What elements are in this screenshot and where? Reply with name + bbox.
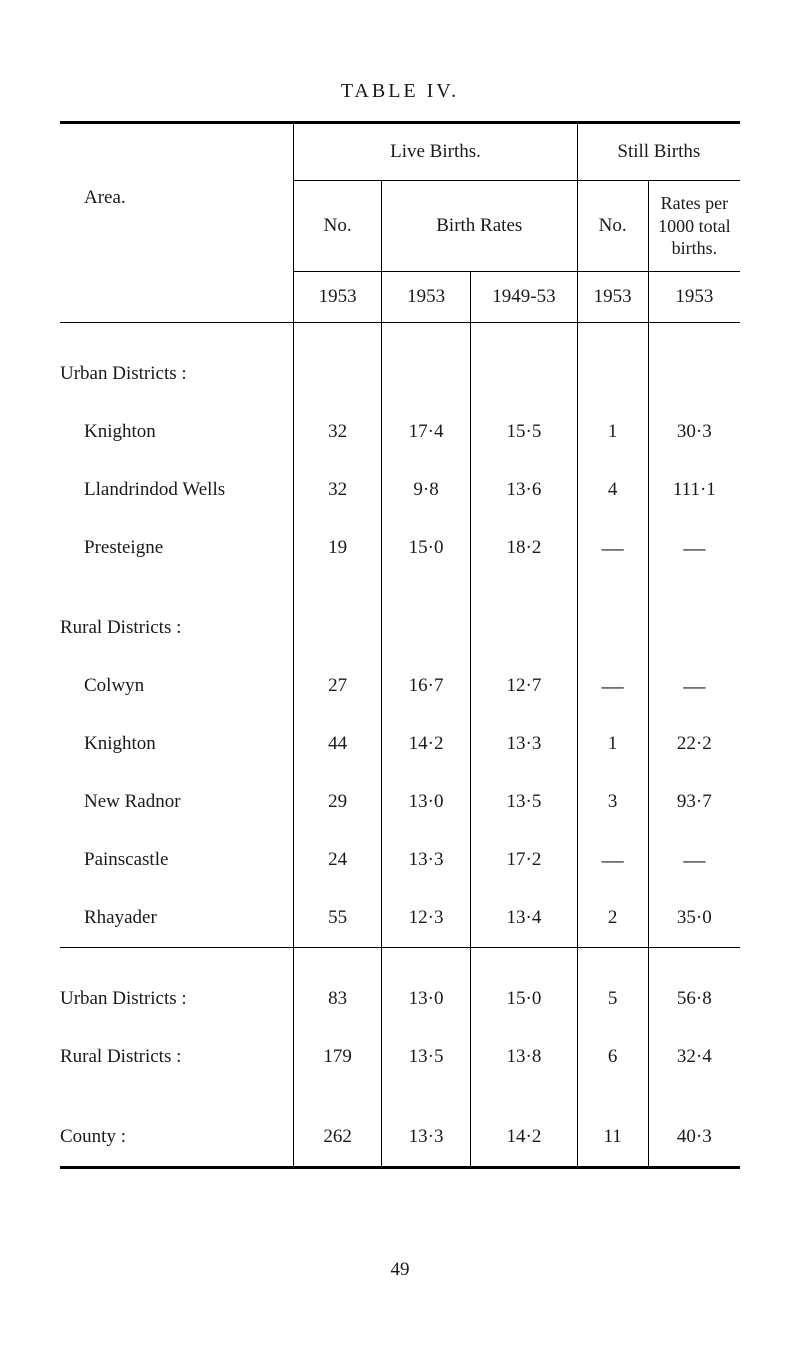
total-rural-label: Rural Districts : [60, 1028, 294, 1086]
hdr-year-sno: 1953 [577, 272, 648, 323]
cell-br2: 13·4 [471, 889, 577, 948]
cell-sno: — [577, 519, 648, 577]
cell-br2: 17·2 [471, 831, 577, 889]
cell-no: 29 [294, 773, 382, 831]
cell-br1: 13·3 [381, 831, 470, 889]
cell-no: 27 [294, 657, 382, 715]
hdr-year-no: 1953 [294, 272, 382, 323]
hdr-still-births: Still Births [577, 123, 740, 181]
cell-br1: 16·7 [381, 657, 470, 715]
cell-no: 179 [294, 1028, 382, 1086]
cell-br2: 12·7 [471, 657, 577, 715]
cell-br2: 13·6 [471, 461, 577, 519]
cell-no: 19 [294, 519, 382, 577]
cell-br1: 14·2 [381, 715, 470, 773]
cell-rate: 22·2 [648, 715, 740, 773]
hdr-year-br2: 1949-53 [471, 272, 577, 323]
cell-br2: 14·2 [471, 1108, 577, 1168]
cell-area: Painscastle [60, 831, 294, 889]
hdr-year-br1: 1953 [381, 272, 470, 323]
table-row: Rural Districts : 179 13·5 13·8 6 32·4 [60, 1028, 740, 1086]
cell-br1: 17·4 [381, 403, 470, 461]
hdr-live-births: Live Births. [294, 123, 577, 181]
cell-br1: 13·0 [381, 970, 470, 1028]
table-row: Painscastle 24 13·3 17·2 — — [60, 831, 740, 889]
cell-rate: 30·3 [648, 403, 740, 461]
cell-area: Colwyn [60, 657, 294, 715]
table-row: Llandrindod Wells 32 9·8 13·6 4 111·1 [60, 461, 740, 519]
births-table: Area. Live Births. Still Births No. Birt… [60, 121, 740, 1169]
cell-no: 262 [294, 1108, 382, 1168]
cell-br1: 12·3 [381, 889, 470, 948]
table-row: Presteigne 19 15·0 18·2 — — [60, 519, 740, 577]
cell-area: Llandrindod Wells [60, 461, 294, 519]
cell-area: Knighton [60, 715, 294, 773]
cell-area: New Radnor [60, 773, 294, 831]
cell-sno: 11 [577, 1108, 648, 1168]
cell-area: Rhayader [60, 889, 294, 948]
hdr-no: No. [294, 181, 382, 272]
page-number: 49 [60, 1259, 740, 1281]
hdr-birth-rates: Birth Rates [381, 181, 577, 272]
table-row: Colwyn 27 16·7 12·7 — — [60, 657, 740, 715]
cell-sno: 2 [577, 889, 648, 948]
cell-no: 55 [294, 889, 382, 948]
cell-rate: — [648, 519, 740, 577]
cell-no: 32 [294, 461, 382, 519]
total-county-label: County : [60, 1108, 294, 1168]
cell-rate: 56·8 [648, 970, 740, 1028]
cell-rate: 32·4 [648, 1028, 740, 1086]
cell-br1: 13·0 [381, 773, 470, 831]
table-row: New Radnor 29 13·0 13·5 3 93·7 [60, 773, 740, 831]
cell-sno: 1 [577, 403, 648, 461]
cell-no: 24 [294, 831, 382, 889]
section-rural: Rural Districts : [60, 599, 294, 657]
cell-rate: 35·0 [648, 889, 740, 948]
cell-br2: 13·3 [471, 715, 577, 773]
cell-br2: 15·0 [471, 970, 577, 1028]
cell-br2: 13·8 [471, 1028, 577, 1086]
cell-sno: — [577, 831, 648, 889]
cell-sno: 3 [577, 773, 648, 831]
table-title: TABLE IV. [60, 80, 740, 103]
hdr-year-rate: 1953 [648, 272, 740, 323]
cell-br2: 15·5 [471, 403, 577, 461]
total-urban-label: Urban Districts : [60, 970, 294, 1028]
table-row: Knighton 32 17·4 15·5 1 30·3 [60, 403, 740, 461]
cell-rate: 111·1 [648, 461, 740, 519]
cell-rate: 93·7 [648, 773, 740, 831]
table-row: Rhayader 55 12·3 13·4 2 35·0 [60, 889, 740, 948]
table-row: County : 262 13·3 14·2 11 40·3 [60, 1108, 740, 1168]
cell-sno: 1 [577, 715, 648, 773]
cell-no: 32 [294, 403, 382, 461]
cell-br1: 15·0 [381, 519, 470, 577]
cell-no: 83 [294, 970, 382, 1028]
cell-area: Presteigne [60, 519, 294, 577]
cell-area: Knighton [60, 403, 294, 461]
cell-rate: — [648, 657, 740, 715]
cell-br2: 18·2 [471, 519, 577, 577]
cell-br1: 13·3 [381, 1108, 470, 1168]
cell-sno: 5 [577, 970, 648, 1028]
cell-rate: — [648, 831, 740, 889]
cell-br1: 9·8 [381, 461, 470, 519]
cell-sno: 4 [577, 461, 648, 519]
cell-no: 44 [294, 715, 382, 773]
section-urban: Urban Districts : [60, 345, 294, 403]
cell-rate: 40·3 [648, 1108, 740, 1168]
hdr-area: Area. [60, 123, 294, 272]
hdr-still-no: No. [577, 181, 648, 272]
table-row: Urban Districts : 83 13·0 15·0 5 56·8 [60, 970, 740, 1028]
cell-sno: — [577, 657, 648, 715]
hdr-rates-per: Rates per 1000 total births. [648, 181, 740, 272]
cell-br1: 13·5 [381, 1028, 470, 1086]
cell-sno: 6 [577, 1028, 648, 1086]
cell-br2: 13·5 [471, 773, 577, 831]
table-row: Knighton 44 14·2 13·3 1 22·2 [60, 715, 740, 773]
